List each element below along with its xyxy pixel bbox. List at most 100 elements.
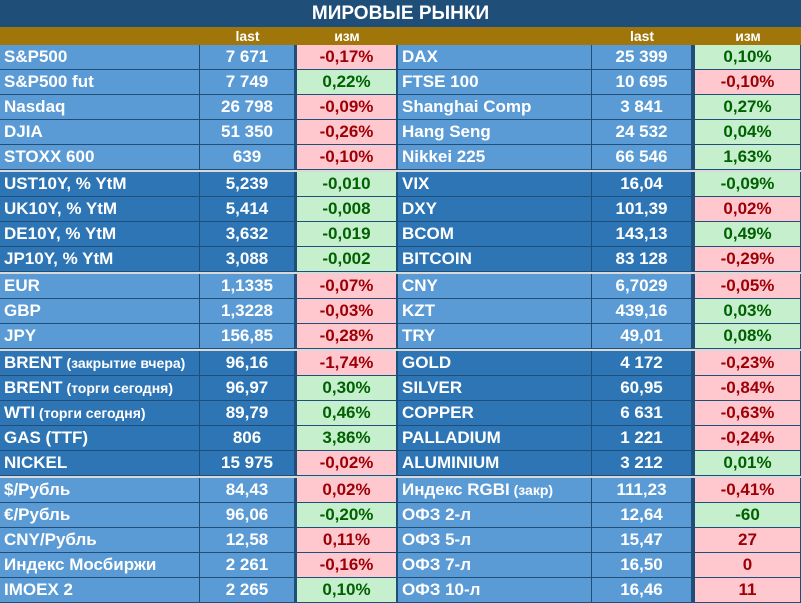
last-value: 26 798 <box>200 95 294 119</box>
change-value: -0,28% <box>297 324 396 348</box>
last-value: 111,23 <box>592 478 691 502</box>
instrument-name: KZT <box>398 299 591 323</box>
last-value: 49,01 <box>592 324 691 348</box>
last-value: 15,47 <box>592 528 691 552</box>
table-row: S&P500 7 671 -0,17% DAX 25 399 0,10% <box>0 45 801 70</box>
instrument-name: PALLADIUM <box>398 426 591 450</box>
table-row: WTI (торги сегодня) 89,79 0,46% COPPER 6 631… <box>0 401 801 426</box>
change-value: -0,019 <box>297 222 396 246</box>
instrument-name: Nasdaq <box>0 95 199 119</box>
instrument-name: $/Рубль <box>0 478 199 502</box>
header-chg-left: изм <box>334 28 360 44</box>
table-row: S&P500 fut 7 749 0,22% FTSE 100 10 695 -0,10% <box>0 70 801 95</box>
last-value: 5,414 <box>200 197 294 221</box>
last-value: 4 172 <box>592 351 691 375</box>
instrument-name: CNY/Рубль <box>0 528 199 552</box>
table-row: DE10Y, % YtM 3,632 -0,019 BCOM 143,13 0,49% <box>0 222 801 247</box>
instrument-name: ОФЗ 5-л <box>398 528 591 552</box>
instrument-name: ОФЗ 2-л <box>398 503 591 527</box>
last-value: 2 261 <box>200 553 294 577</box>
last-value: 156,85 <box>200 324 294 348</box>
group-separator <box>0 349 801 351</box>
change-value: -1,74% <box>297 351 396 375</box>
last-value: 83 128 <box>592 247 691 271</box>
instrument-note: (закрытие вчера) <box>62 355 186 371</box>
change-value: -0,05% <box>695 274 800 298</box>
instrument-name: GBP <box>0 299 199 323</box>
instrument-name: DAX <box>398 45 591 69</box>
change-value: -0,29% <box>695 247 800 271</box>
table-row: STOXX 600 639 -0,10% Nikkei 225 66 546 1,63% <box>0 145 801 170</box>
instrument-name: Индекс Мосбиржи <box>0 553 199 577</box>
instrument-name: NICKEL <box>0 451 199 475</box>
last-value: 96,97 <box>200 376 294 400</box>
table-row: €/Рубль 96,06 -0,20% ОФЗ 2-л 12,64 -60 <box>0 503 801 528</box>
table-row: BRENT (торги сегодня) 96,97 0,30% SILVER 60,… <box>0 376 801 401</box>
change-value: -0,07% <box>297 274 396 298</box>
change-value: -0,008 <box>297 197 396 221</box>
last-value: 16,04 <box>592 172 691 196</box>
change-value: 3,86% <box>297 426 396 450</box>
change-value: 0,10% <box>695 45 800 69</box>
last-value: 60,95 <box>592 376 691 400</box>
change-value: 0,01% <box>695 451 800 475</box>
instrument-name: IMOEX 2 <box>0 578 199 602</box>
instrument-name: ОФЗ 10-л <box>398 578 591 602</box>
table-row: GBP 1,3228 -0,03% KZT 439,16 0,03% <box>0 299 801 324</box>
market-table: S&P500 7 671 -0,17% DAX 25 399 0,10% S&P500 fu… <box>0 45 801 602</box>
last-value: 66 546 <box>592 145 691 169</box>
last-value: 1 221 <box>592 426 691 450</box>
table-row: UST10Y, % YtM 5,239 -0,010 VIX 16,04 -0,09% <box>0 172 801 197</box>
change-value: 0,10% <box>297 578 396 602</box>
table-row: GAS (TTF) 806 3,86% PALLADIUM 1 221 -0,24% <box>0 426 801 451</box>
group-separator <box>0 170 801 172</box>
instrument-name: S&P500 fut <box>0 70 199 94</box>
instrument-name: WTI (торги сегодня) <box>0 401 199 425</box>
table-row: BRENT (закрытие вчера) 96,16 -1,74% GOLD 4 1… <box>0 351 801 376</box>
change-value: -0,010 <box>297 172 396 196</box>
last-value: 3 212 <box>592 451 691 475</box>
group-separator <box>0 476 801 478</box>
last-value: 25 399 <box>592 45 691 69</box>
last-value: 1,1335 <box>200 274 294 298</box>
change-value: 0,02% <box>297 478 396 502</box>
instrument-name: FTSE 100 <box>398 70 591 94</box>
last-value: 639 <box>200 145 294 169</box>
last-value: 6,7029 <box>592 274 691 298</box>
change-value: -0,10% <box>297 145 396 169</box>
instrument-name: JP10Y, % YtM <box>0 247 199 271</box>
change-value: 0,27% <box>695 95 800 119</box>
last-value: 89,79 <box>200 401 294 425</box>
last-value: 84,43 <box>200 478 294 502</box>
instrument-name: €/Рубль <box>0 503 199 527</box>
change-value: 27 <box>695 528 800 552</box>
change-value: 0 <box>695 553 800 577</box>
change-value: -0,16% <box>297 553 396 577</box>
instrument-name: ALUMINIUM <box>398 451 591 475</box>
last-value: 7 671 <box>200 45 294 69</box>
column-header-row: last изм last изм <box>0 27 801 45</box>
instrument-name: COPPER <box>398 401 591 425</box>
change-value: -0,24% <box>695 426 800 450</box>
header-last-left: last <box>235 28 260 44</box>
table-row: Индекс Мосбиржи 2 261 -0,16% ОФЗ 7-л 16,50 0 <box>0 553 801 578</box>
change-value: -0,17% <box>297 45 396 69</box>
instrument-name: UST10Y, % YtM <box>0 172 199 196</box>
last-value: 3,088 <box>200 247 294 271</box>
table-row: NICKEL 15 975 -0,02% ALUMINIUM 3 212 0,01% <box>0 451 801 476</box>
change-value: 0,30% <box>297 376 396 400</box>
instrument-name: BCOM <box>398 222 591 246</box>
last-value: 15 975 <box>200 451 294 475</box>
last-value: 439,16 <box>592 299 691 323</box>
instrument-name: SILVER <box>398 376 591 400</box>
change-value: 1,63% <box>695 145 800 169</box>
change-value: -0,41% <box>695 478 800 502</box>
change-value: 0,03% <box>695 299 800 323</box>
table-row: Nasdaq 26 798 -0,09% Shanghai Comp 3 841 0,27… <box>0 95 801 120</box>
instrument-name: JPY <box>0 324 199 348</box>
instrument-name: BRENT (торги сегодня) <box>0 376 199 400</box>
last-value: 1,3228 <box>200 299 294 323</box>
instrument-name: DE10Y, % YtM <box>0 222 199 246</box>
change-value: -0,002 <box>297 247 396 271</box>
